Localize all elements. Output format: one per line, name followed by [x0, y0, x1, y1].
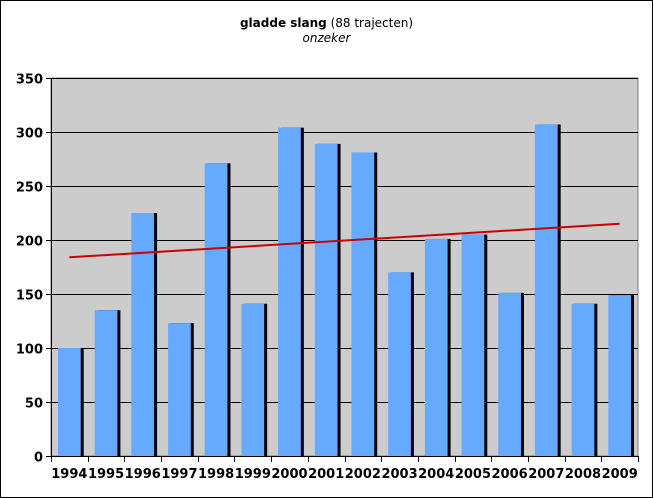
bar: [461, 234, 485, 456]
x-tick-label: 1994: [51, 467, 87, 482]
x-tick-label: 1998: [198, 467, 234, 482]
y-tick-label: 150: [16, 289, 43, 304]
x-tick-label: 2001: [308, 467, 344, 482]
y-tick-label: 250: [16, 181, 43, 196]
bar: [131, 213, 155, 456]
y-tick-label: 0: [34, 451, 43, 466]
bar: [168, 323, 191, 456]
bar: [534, 124, 558, 456]
y-tick-label: 200: [16, 235, 43, 250]
bar: [608, 295, 632, 456]
bar: [498, 292, 521, 456]
x-tick-label: 1997: [161, 467, 197, 482]
chart-title-block: gladde slang (88 trajecten) onzeker: [0, 16, 653, 46]
y-tick-label: 100: [16, 343, 43, 358]
x-tick-label: 1999: [235, 467, 271, 482]
y-tick-label: 50: [25, 397, 43, 412]
trend-line: [69, 222, 620, 259]
x-tick-label: 2006: [492, 467, 528, 482]
x-tick-label: 2000: [271, 467, 307, 482]
x-tick-label: 2002: [345, 467, 381, 482]
bar: [241, 303, 265, 456]
x-tick-label: 2008: [565, 467, 601, 482]
bar: [314, 143, 338, 456]
x-tick-label: 2005: [455, 467, 491, 482]
bar: [94, 310, 118, 456]
bar: [278, 127, 301, 457]
bar: [571, 303, 595, 456]
chart-title-rest: (88 trajecten): [326, 16, 414, 30]
chart-subtitle: onzeker: [302, 31, 351, 45]
bar: [388, 272, 411, 456]
x-tick-label: 2009: [602, 467, 638, 482]
bar: [351, 152, 375, 456]
x-tick-label: 2007: [528, 467, 564, 482]
bar: [204, 163, 228, 456]
y-tick-label: 350: [16, 73, 43, 88]
x-tick-label: 2003: [381, 467, 417, 482]
chart-title-bold: gladde slang: [239, 16, 327, 30]
x-tick-label: 2004: [418, 467, 454, 482]
bar: [424, 238, 448, 456]
y-tick-label: 300: [16, 127, 43, 142]
bar: [57, 348, 81, 456]
x-tick-label: 1996: [125, 467, 161, 482]
x-tick-label: 1995: [88, 467, 124, 482]
